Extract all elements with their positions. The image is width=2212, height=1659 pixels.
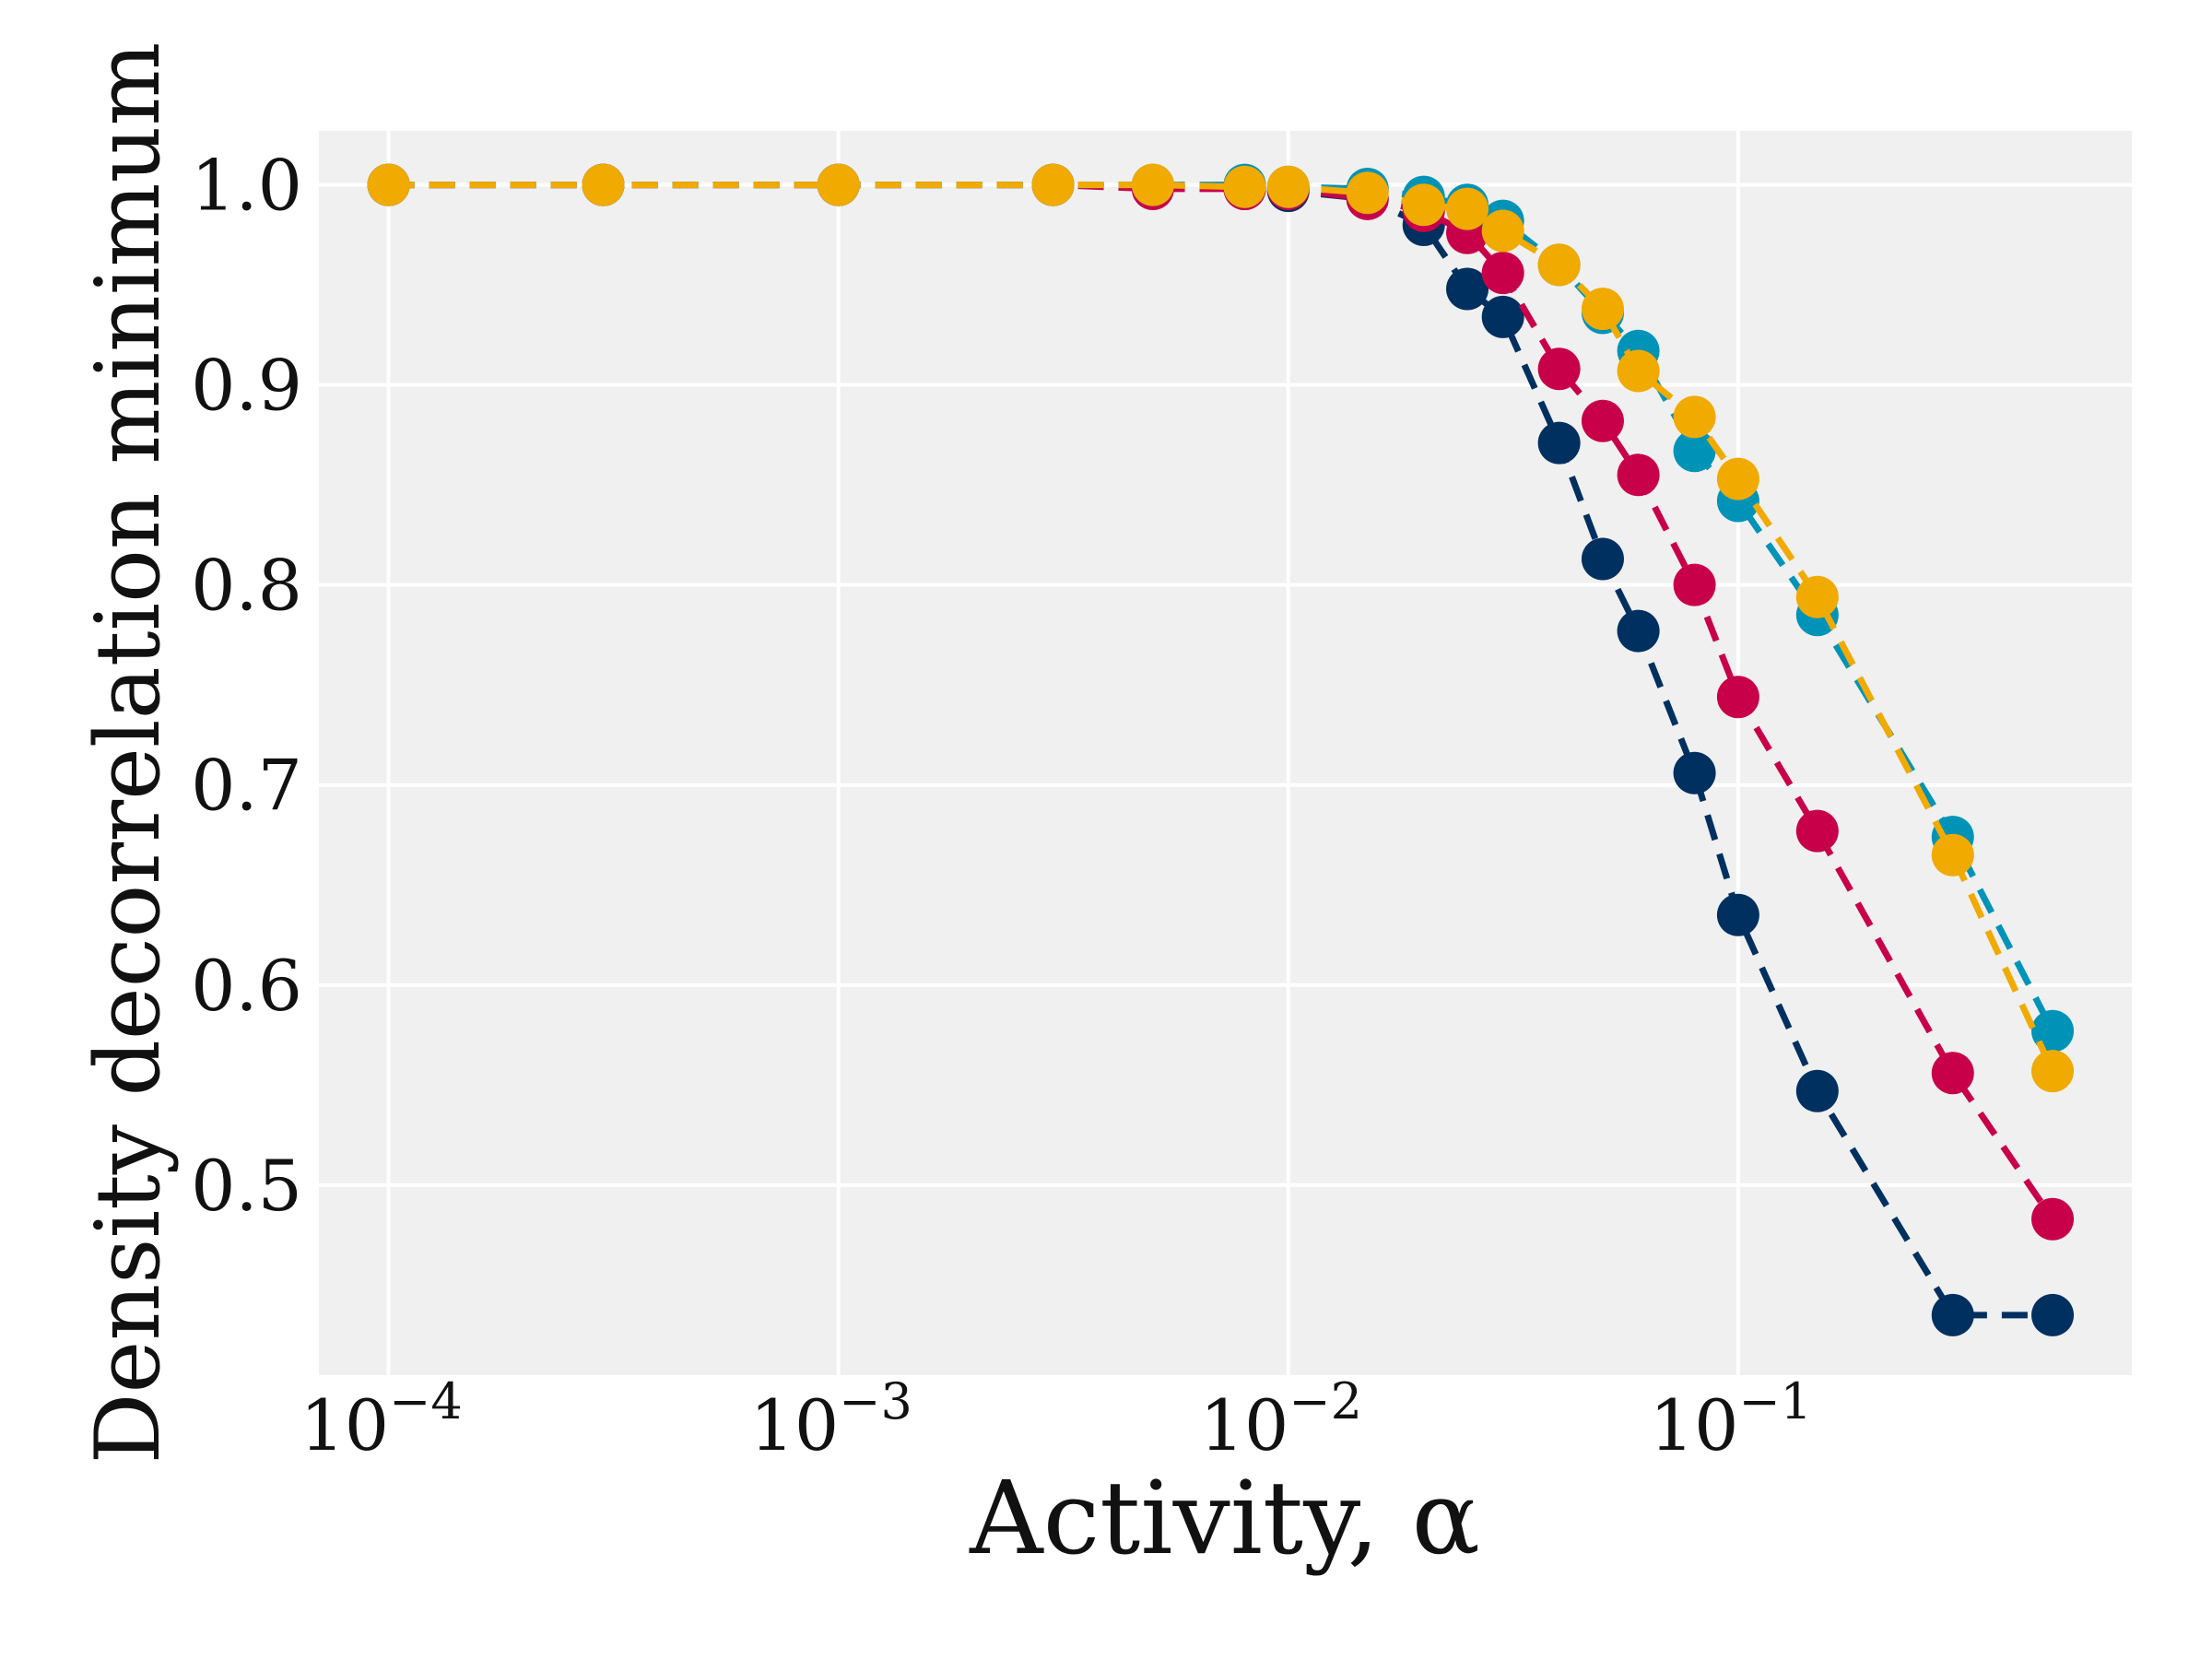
data-point <box>817 163 860 206</box>
data-point <box>582 163 625 206</box>
x-tick-label: 10−1 <box>1650 1372 1812 1466</box>
grid-lines <box>319 131 2132 1375</box>
data-point <box>1931 1293 1974 1336</box>
data-point <box>1031 163 1075 206</box>
data-point <box>1481 209 1524 253</box>
data-point <box>1446 267 1489 311</box>
y-tick-label: 0.5 <box>191 1145 302 1227</box>
data-point <box>1795 809 1839 853</box>
data-point <box>2031 1197 2075 1241</box>
data-point <box>1673 563 1716 606</box>
data-point <box>367 163 410 206</box>
x-axis-ticks: 10−4 10−3 10−2 10−1 <box>300 1372 1812 1466</box>
data-point <box>1266 165 1310 208</box>
data-point <box>1481 295 1524 338</box>
data-point <box>1673 395 1716 439</box>
data-point <box>1795 575 1839 618</box>
data-point <box>1537 421 1581 465</box>
x-axis-label: Activity, α <box>969 1459 1480 1577</box>
data-point <box>1617 609 1660 653</box>
data-point <box>1581 537 1624 581</box>
plot-background <box>319 131 2132 1375</box>
data-point <box>1931 833 1974 877</box>
data-point <box>1617 349 1660 393</box>
y-tick-label: 0.7 <box>191 745 302 827</box>
data-point <box>1537 347 1581 391</box>
x-tick-label: 10−3 <box>750 1372 912 1466</box>
data-point <box>1402 183 1445 227</box>
y-axis-ticks: 0.5 0.6 0.7 0.8 0.9 1.0 <box>191 145 302 1227</box>
data-point <box>1716 893 1759 936</box>
x-tick-label: 10−2 <box>1200 1372 1362 1466</box>
series-4 <box>367 163 2075 1093</box>
data-point <box>1581 399 1624 442</box>
y-tick-label: 0.8 <box>191 545 302 627</box>
data-point <box>1581 288 1624 331</box>
y-axis-label: Density decorrelation minimum <box>76 42 180 1465</box>
data-point <box>1537 243 1581 287</box>
data-point <box>2031 1050 2075 1093</box>
y-tick-label: 0.6 <box>191 945 302 1027</box>
y-tick-label: 1.0 <box>191 145 302 227</box>
data-point <box>1673 751 1716 794</box>
data-point <box>1716 457 1759 500</box>
data-point <box>1131 163 1174 206</box>
data-point <box>1223 165 1266 208</box>
data-point <box>1673 429 1716 473</box>
data-point <box>1795 1069 1839 1112</box>
data-point <box>2031 1293 2075 1336</box>
data-point <box>1346 171 1389 215</box>
y-tick-label: 0.9 <box>191 345 302 427</box>
data-point <box>1716 676 1759 719</box>
data-point <box>1931 1052 1974 1095</box>
data-point <box>1617 453 1660 497</box>
data-series <box>367 163 2075 1336</box>
data-point <box>1446 187 1489 230</box>
data-point <box>1481 252 1524 295</box>
x-tick-label: 10−4 <box>300 1372 462 1466</box>
